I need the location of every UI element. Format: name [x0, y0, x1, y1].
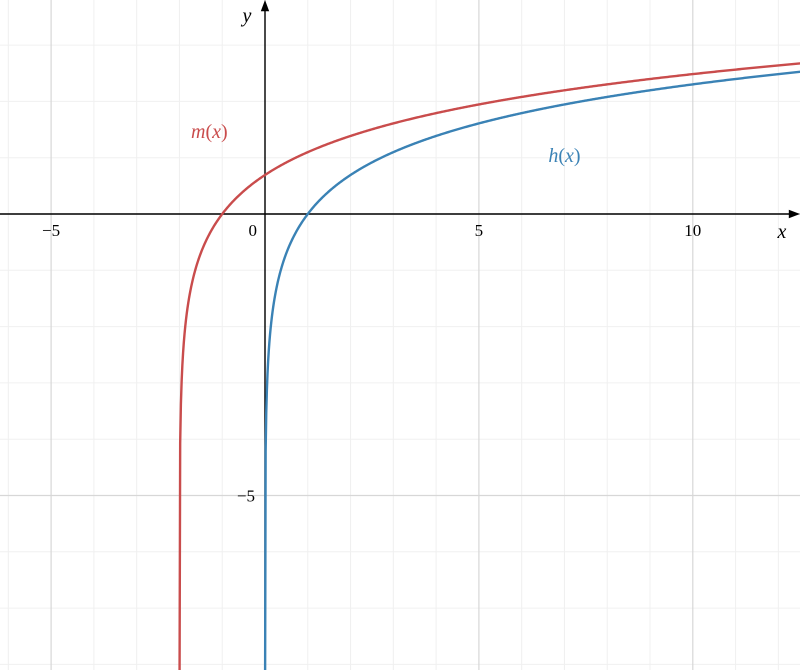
axis-labels: xy [241, 5, 787, 243]
grid-major [0, 0, 800, 670]
series-label-m: m(x) [191, 121, 228, 143]
curves [179, 63, 799, 670]
curve-m [179, 63, 799, 670]
chart-container: −50510−5 h(x)m(x) xy [0, 0, 800, 670]
axes [0, 0, 800, 670]
x-axis-label: x [777, 221, 787, 243]
logarithm-chart: −50510−5 h(x)m(x) xy [0, 0, 800, 670]
tick-labels: −5 0 5 10 −5 [42, 221, 701, 506]
tick-0: 0 [249, 221, 258, 240]
curve-h [265, 72, 800, 670]
tick-y--5: −5 [237, 487, 255, 506]
grid-minor [0, 0, 800, 670]
tick-x--5: −5 [42, 221, 60, 240]
tick-x-5: 5 [475, 221, 484, 240]
y-axis-label: y [241, 5, 252, 27]
tick-x-10: 10 [684, 221, 701, 240]
series-label-h: h(x) [548, 145, 580, 167]
